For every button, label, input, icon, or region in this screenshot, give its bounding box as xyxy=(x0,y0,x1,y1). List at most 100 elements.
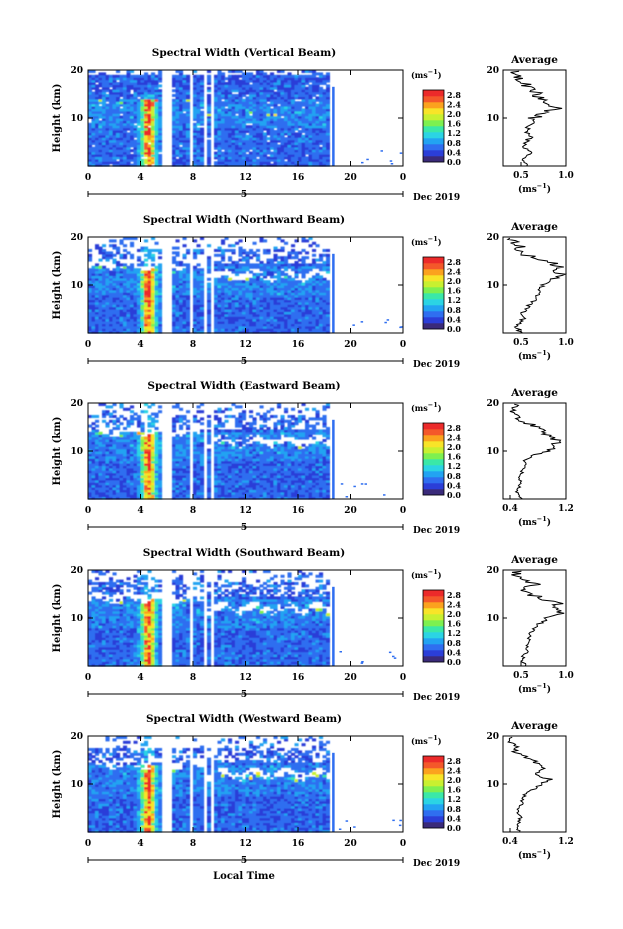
heatmap-cell xyxy=(140,455,145,459)
heatmap-cell xyxy=(123,134,128,138)
heatmap-cell xyxy=(140,427,145,430)
heatmap-cell xyxy=(256,289,261,293)
heatmap-cell xyxy=(270,118,275,121)
heatmap-cell xyxy=(207,321,212,324)
heatmap-cell xyxy=(298,268,303,272)
heatmap-cell xyxy=(105,154,110,157)
heatmap-cell xyxy=(221,328,226,332)
data-speck xyxy=(399,152,403,154)
heatmap-cell xyxy=(137,156,142,160)
heatmap-cell xyxy=(305,325,310,329)
heatmap-cell xyxy=(151,275,156,279)
heatmap-cell xyxy=(154,84,159,88)
heatmap-cell xyxy=(228,311,233,315)
heatmap-cell xyxy=(308,297,313,300)
heatmap-cell xyxy=(88,106,93,109)
heatmap-cell xyxy=(224,285,229,288)
heatmap-cell xyxy=(175,251,180,255)
heatmap-cell xyxy=(151,309,156,312)
heatmap-cell xyxy=(259,96,264,100)
heatmap-cell xyxy=(133,313,138,317)
heatmap-cell xyxy=(280,321,285,324)
heatmap-cell xyxy=(221,277,226,281)
heatmap-cell xyxy=(217,277,222,281)
heatmap-cell xyxy=(123,151,128,155)
heatmap-cell xyxy=(224,301,229,305)
heatmap-cell xyxy=(175,318,180,322)
heatmap-cell xyxy=(144,130,149,133)
heatmap-cell xyxy=(249,321,254,324)
heatmap-cell xyxy=(301,299,306,303)
date-marker: 5 xyxy=(241,357,247,367)
heatmap-cell xyxy=(259,106,264,109)
heatmap-cell xyxy=(105,144,110,148)
heatmap-cell xyxy=(224,120,229,124)
heatmap-cell xyxy=(263,89,268,93)
heatmap-cell xyxy=(252,306,257,310)
heatmap-cell xyxy=(305,86,310,90)
heatmap-cell xyxy=(256,84,261,88)
heatmap-cell xyxy=(91,415,96,418)
heatmap-cell xyxy=(112,304,117,308)
heatmap-cell xyxy=(98,328,103,332)
heatmap-cell xyxy=(308,156,313,160)
heatmap-cell xyxy=(182,311,187,315)
heatmap-cell xyxy=(326,137,331,141)
heatmap-cell xyxy=(207,98,212,102)
heatmap-cell xyxy=(294,101,299,105)
heatmap-cell xyxy=(315,96,320,100)
heatmap-cell xyxy=(217,253,222,257)
heatmap-cell xyxy=(294,125,299,129)
heatmap-cell xyxy=(245,294,250,298)
heatmap-cell xyxy=(130,304,135,308)
heatmap-cell xyxy=(263,77,268,81)
heatmap-cell xyxy=(151,282,156,286)
heatmap-cell xyxy=(298,139,303,143)
heatmap-cell xyxy=(284,89,289,93)
heatmap-cell xyxy=(133,297,138,300)
heatmap-cell xyxy=(95,292,100,296)
heatmap-cell xyxy=(133,149,138,153)
heatmap-cell xyxy=(95,265,100,269)
heatmap-cell xyxy=(95,125,100,129)
heatmap-cell xyxy=(126,86,131,90)
heatmap-cell xyxy=(273,151,278,155)
heatmap-cell xyxy=(224,304,229,308)
heatmap-cell xyxy=(322,106,327,109)
heatmap-cell xyxy=(200,251,205,255)
heatmap-cell xyxy=(182,253,187,257)
heatmap-cell xyxy=(130,244,135,248)
heatmap-cell xyxy=(217,118,222,121)
heatmap-cell xyxy=(123,311,128,315)
heatmap-cell xyxy=(242,115,247,119)
heatmap-cell xyxy=(231,330,236,334)
heatmap-cell xyxy=(238,158,243,162)
heatmap-cell xyxy=(126,103,131,107)
heatmap-cell xyxy=(214,268,219,272)
heatmap-cell xyxy=(256,72,261,76)
heatmap-cell xyxy=(102,472,107,476)
heatmap-cell xyxy=(322,253,327,257)
heatmap-cell xyxy=(245,313,250,317)
heatmap-cell xyxy=(266,122,271,126)
heatmap-cell xyxy=(221,265,226,269)
heatmap-cell xyxy=(315,154,320,157)
heatmap-cell xyxy=(133,316,138,320)
heatmap-cell xyxy=(133,487,138,490)
heatmap-cell xyxy=(91,163,96,167)
heatmap-cell xyxy=(270,325,275,329)
colorbar-tick-label: 2.4 xyxy=(447,266,461,276)
heatmap-cell xyxy=(102,494,107,498)
heatmap-cell xyxy=(207,94,212,97)
heatmap-cell xyxy=(280,311,285,315)
heatmap-cell xyxy=(95,467,100,471)
heatmap-cell xyxy=(144,161,149,165)
heatmap-cell xyxy=(228,125,233,129)
heatmap-cell xyxy=(214,282,219,286)
heatmap-cell xyxy=(123,477,128,481)
heatmap-cell xyxy=(175,122,180,126)
heatmap-cell xyxy=(102,115,107,119)
heatmap-cell xyxy=(175,301,180,305)
heatmap-cell xyxy=(298,113,303,117)
heatmap-cell xyxy=(298,84,303,88)
